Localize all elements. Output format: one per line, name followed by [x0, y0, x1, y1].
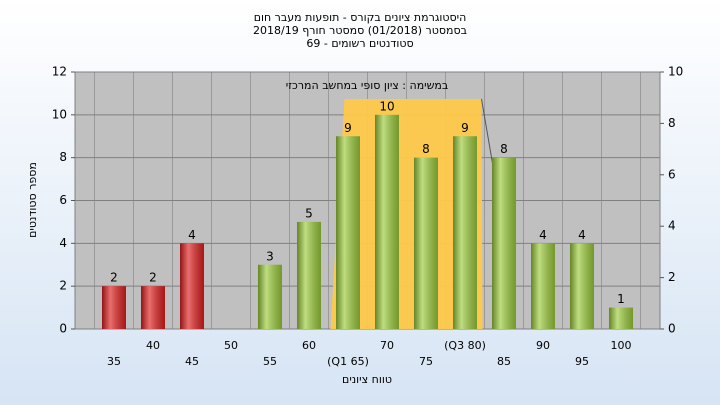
- x-tick-label: 40: [146, 339, 160, 352]
- bar-shade: [453, 136, 477, 329]
- y-tick-label: 10: [52, 107, 67, 121]
- data-label: 4: [188, 228, 196, 242]
- chart-title: היסטוגרמת ציונים בקורס - תופעות מעבר חום: [254, 11, 467, 24]
- x-tick-label: 45: [185, 355, 199, 368]
- x-tick-label: 50: [224, 339, 238, 352]
- bar-shade: [492, 157, 516, 329]
- quartile-band: [330, 99, 483, 329]
- bar-shade: [531, 243, 555, 329]
- x-tick-label: 75: [419, 355, 433, 368]
- data-label: 8: [422, 142, 430, 156]
- data-label: 3: [266, 249, 274, 263]
- y2-tick-label: 10: [668, 65, 683, 79]
- y-tick-label: 0: [59, 322, 67, 336]
- y2-tick-label: 0: [668, 322, 676, 336]
- bar-shade: [180, 243, 204, 329]
- y2-tick-label: 2: [668, 270, 676, 284]
- data-label: 2: [149, 271, 157, 285]
- bar-shade: [570, 243, 594, 329]
- x-tick-label: 60: [302, 339, 316, 352]
- bar-shade: [336, 136, 360, 329]
- data-label: 2: [110, 271, 118, 285]
- x-tick-label: 85: [497, 355, 511, 368]
- x-tick-label: 55: [263, 355, 277, 368]
- data-label: 9: [461, 121, 469, 135]
- x-tick-label: 70: [380, 339, 394, 352]
- chart-subtitle: סטודנטים רשומים - 69: [306, 37, 413, 50]
- y2-tick-label: 6: [668, 167, 676, 181]
- data-label: 1: [617, 292, 625, 306]
- y-tick-label: 2: [59, 279, 67, 293]
- data-label: 4: [539, 228, 547, 242]
- x-tick-label: 35: [107, 355, 121, 368]
- bar-shade: [414, 157, 438, 329]
- data-label: 4: [578, 228, 586, 242]
- bar-shade: [258, 264, 282, 329]
- annotation: במשימה : ציון סופי במחשב המרכזי: [286, 79, 449, 92]
- x-tick-label: 90: [536, 339, 550, 352]
- y-tick-label: 12: [52, 65, 67, 79]
- data-label: 8: [500, 142, 508, 156]
- x-axis-label: טווח ציונים: [342, 373, 392, 386]
- chart-subtitle: בסמסטר (01/2018) סמסטר חורף 2018/19: [253, 24, 467, 37]
- data-label: 9: [344, 121, 352, 135]
- y-tick-label: 6: [59, 193, 67, 207]
- bar-shade: [102, 286, 126, 329]
- bar-shade: [297, 221, 321, 329]
- bar-shade: [375, 114, 399, 329]
- bar-shade: [609, 307, 633, 329]
- bar-shade: [141, 286, 165, 329]
- y-tick-label: 8: [59, 150, 67, 164]
- x-tick-label: 95: [575, 355, 589, 368]
- x-tick-label: (Q3 80): [444, 339, 486, 352]
- y-axis-label: מספר סטודנטים: [26, 162, 39, 238]
- y-tick-label: 4: [59, 236, 67, 250]
- x-tick-label: (Q1 65): [327, 355, 369, 368]
- data-label: 10: [379, 99, 394, 113]
- y2-tick-label: 8: [668, 116, 676, 130]
- y2-tick-label: 4: [668, 219, 676, 233]
- x-tick-label: 100: [611, 339, 632, 352]
- data-label: 5: [305, 206, 313, 220]
